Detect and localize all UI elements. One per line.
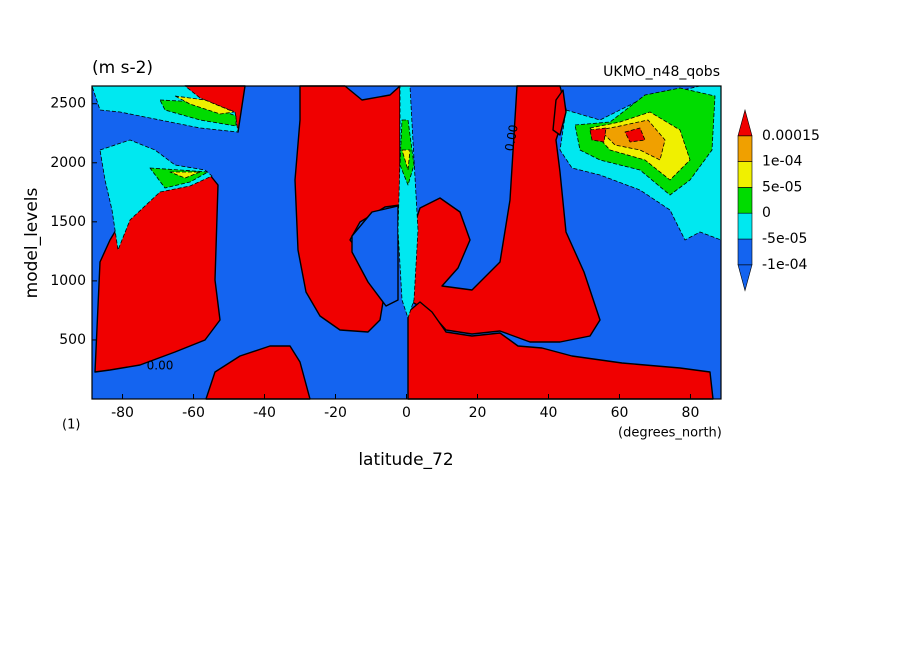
colorbar-swatch — [737, 264, 753, 292]
colorbar-label: -1e-04 — [762, 257, 808, 273]
y-tick-label: 1500 — [50, 214, 86, 230]
colorbar-label: 1e-04 — [762, 154, 802, 170]
corner-label: (1) — [62, 418, 80, 433]
contour-region — [411, 85, 601, 343]
colorbar-swatch — [737, 161, 753, 188]
y-tick-label: 500 — [59, 332, 86, 348]
x-tick-label: 40 — [540, 405, 558, 421]
x-axis-label: latitude_72 — [358, 450, 453, 470]
y-axis-label: model_levels — [22, 188, 42, 299]
x-tick-label: 60 — [611, 405, 629, 421]
contour-region — [99, 139, 213, 251]
contour-region — [205, 345, 311, 400]
contour-label: 0.00 — [147, 359, 174, 373]
colorbar-swatch — [737, 135, 753, 162]
y-tick-label: 2000 — [50, 155, 86, 171]
colorbar-swatch — [737, 187, 753, 214]
contour-region — [351, 205, 399, 307]
x-tick-label: 20 — [469, 405, 487, 421]
chart-subtitle: UKMO_n48_qobs — [603, 64, 720, 80]
chart-title: (m s-2) — [92, 58, 153, 78]
contour-region — [589, 127, 646, 143]
x-units: (degrees_north) — [618, 426, 722, 441]
y-tick-label: 1000 — [50, 273, 86, 289]
colorbar-label: 5e-05 — [762, 179, 802, 195]
x-tick-label: 80 — [682, 405, 700, 421]
contour-region — [407, 301, 714, 400]
colorbar-label: 0 — [762, 205, 771, 221]
contour-region — [552, 89, 567, 136]
x-tick-label: -20 — [324, 405, 347, 421]
colorbar-swatch — [737, 212, 753, 240]
contour-region — [169, 171, 201, 179]
contour-label: 0.00 — [502, 124, 520, 153]
contour-region — [159, 99, 237, 127]
colorbar-label: -5e-05 — [762, 231, 807, 247]
colorbar-label: 0.00015 — [762, 128, 820, 144]
x-tick-label: -80 — [111, 405, 134, 421]
colorbar-swatch — [737, 108, 753, 137]
colorbar-swatch — [737, 238, 753, 266]
y-tick-label: 2500 — [50, 96, 86, 112]
x-tick-label: 0 — [402, 405, 411, 421]
x-tick-label: -40 — [253, 405, 276, 421]
x-tick-label: -60 — [182, 405, 205, 421]
plot-area: 0.00 0.00 — [91, 85, 722, 400]
contour-region — [174, 95, 235, 115]
contour-region — [401, 149, 411, 171]
